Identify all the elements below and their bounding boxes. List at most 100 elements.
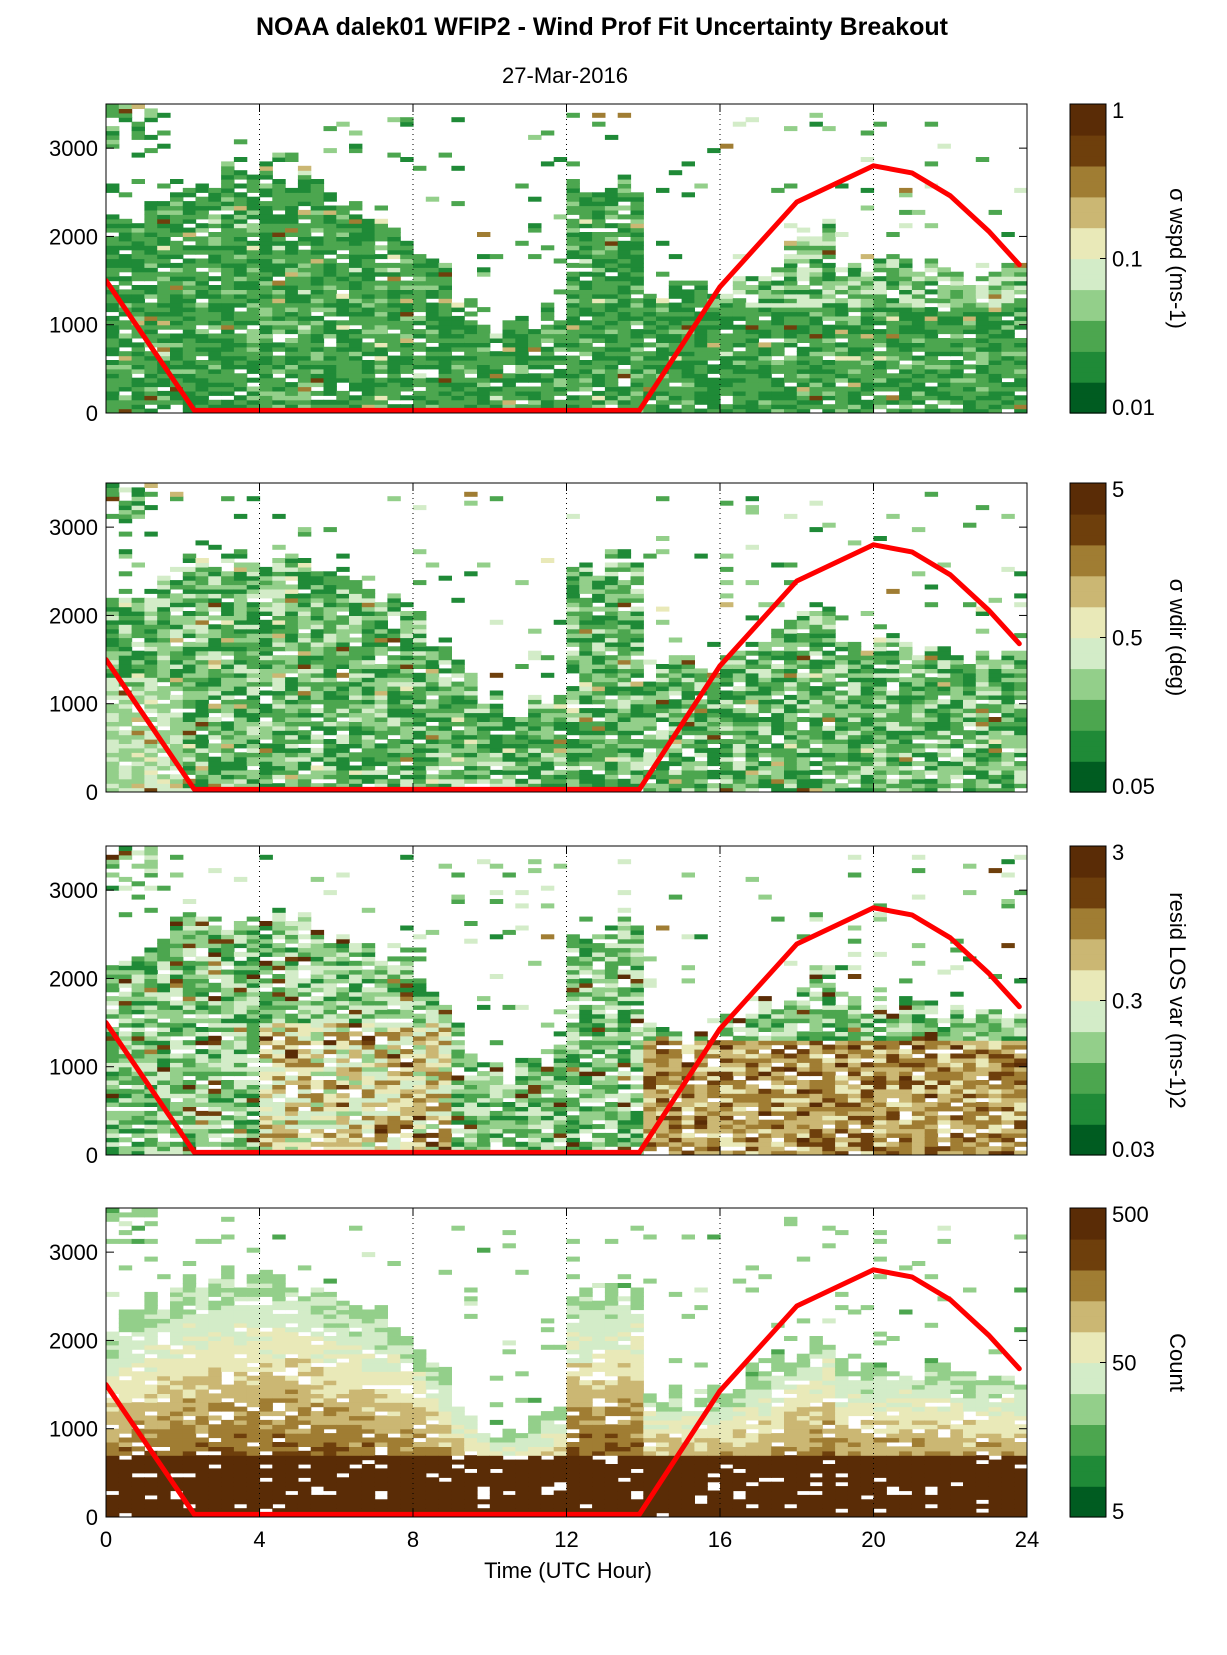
heatmap-cell [221,588,235,594]
heatmap-cell [144,633,158,639]
heatmap-cell [131,293,145,299]
heatmap-cell [796,285,811,290]
heatmap-cell [604,624,619,630]
heatmap-cell [604,254,619,260]
heatmap-cell [822,232,836,237]
heatmap-cell [170,566,184,572]
heatmap-cell [144,408,158,413]
heatmap-cell [285,597,299,603]
heatmap-cell [246,320,261,326]
heatmap-cell [182,280,197,286]
heatmap-cell [630,686,644,692]
heatmap-cell [118,734,133,740]
heatmap-cell [835,690,849,696]
heatmap-cell [195,196,209,202]
heatmap-cell [745,778,759,784]
heatmap-cell [157,575,171,581]
heatmap-cell [579,329,593,335]
heatmap-cell [451,756,465,762]
heatmap-cell [707,694,721,700]
heatmap-cell [975,329,990,335]
heatmap-cell [438,637,452,643]
heatmap-cell [489,708,504,714]
heatmap-cell [106,342,120,348]
heatmap-cell [899,320,913,326]
heatmap-cell [285,157,299,162]
heatmap-cell [246,201,261,207]
heatmap-cell [297,280,312,286]
heatmap-cell [745,386,759,392]
heatmap-cell [106,333,120,339]
heatmap-cell [809,368,823,374]
heatmap-cell [656,606,670,612]
heatmap-cell [374,650,388,656]
heatmap-cell [336,602,350,608]
heatmap-cell [438,734,452,740]
heatmap-cell [106,214,120,220]
heatmap-cell [796,338,811,343]
heatmap-cell [413,664,427,669]
heatmap-cell [668,289,683,295]
heatmap-cell [630,404,644,410]
heatmap-cell [899,307,913,313]
heatmap-cell [272,641,286,647]
heatmap-cell [592,774,606,780]
heatmap-cell [630,743,644,749]
heatmap-cell [297,593,312,599]
heatmap-cell [297,783,312,789]
heatmap-cell [272,602,286,608]
heatmap-cell [374,404,388,410]
heatmap-cell [297,677,312,683]
heatmap-cell [835,351,849,357]
heatmap-cell [400,338,414,343]
heatmap-cell [118,227,133,233]
heatmap-cell [400,346,414,352]
heatmap-cell [400,624,414,630]
heatmap-cell [1001,302,1015,308]
heatmap-cell [221,637,235,643]
heatmap-cell [656,774,670,780]
heatmap-cell [886,382,900,388]
heatmap-cell [886,276,900,282]
heatmap-cell [579,597,593,603]
heatmap-cell [118,240,133,246]
heatmap-cell [860,338,875,343]
heatmap-cell [361,633,376,639]
heatmap-cell [106,787,120,792]
heatmap-cell [323,293,337,299]
heatmap-cell [118,703,133,709]
heatmap-cell [118,646,133,652]
heatmap-cell [720,739,734,744]
heatmap-cell [387,249,401,255]
heatmap-cell [259,262,273,268]
heatmap-cell [796,408,811,413]
heatmap-cell [540,756,555,762]
heatmap-cell [911,373,926,379]
heatmap-cell [400,382,414,388]
heatmap-cell [285,717,299,722]
heatmap-cell [540,655,555,661]
heatmap-cell [822,765,836,771]
heatmap-cell [323,527,337,533]
heatmap-cell [131,694,145,700]
heatmap-cell [323,280,337,286]
heatmap-cell [195,734,209,740]
heatmap-cell [540,717,555,722]
heatmap-cell [349,249,363,255]
heatmap-cell [259,659,273,665]
heatmap-cell [630,681,644,687]
heatmap-cell [1001,324,1015,330]
heatmap-cell [745,664,759,669]
heatmap-cell [182,619,197,625]
heatmap-cell [553,342,568,348]
heatmap-cell [515,368,529,374]
heatmap-cell [208,201,222,207]
heatmap-cell [617,655,632,661]
heatmap-cell [182,681,197,687]
heatmap-cell [784,659,798,665]
heatmap-cell [758,717,772,722]
heatmap-cell [361,395,376,401]
heatmap-cell [336,615,350,621]
heatmap-cell [592,725,606,731]
heatmap-cell [745,342,759,348]
